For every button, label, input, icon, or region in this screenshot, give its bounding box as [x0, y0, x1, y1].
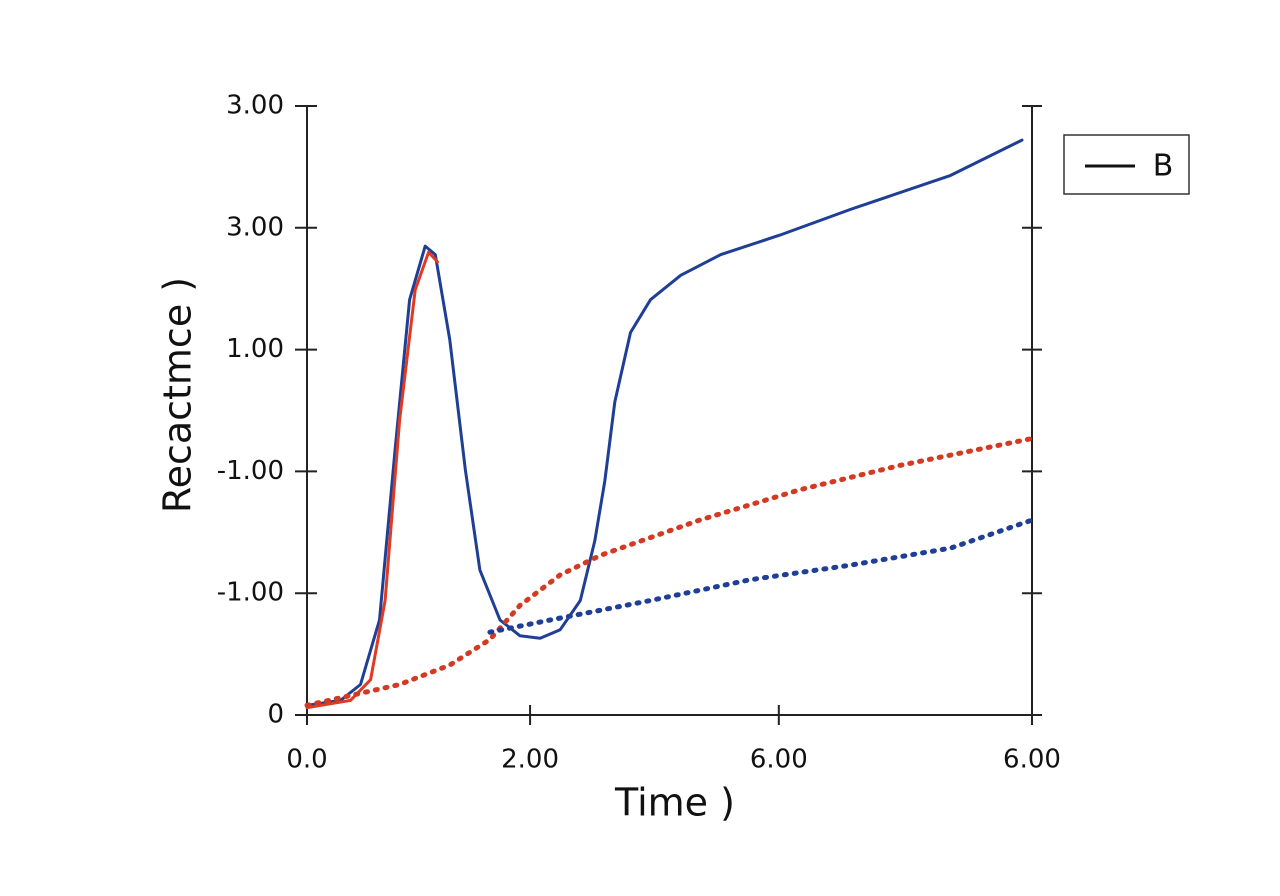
y-tick-label: 0: [267, 700, 284, 730]
legend-label: B: [1153, 149, 1174, 184]
y-axis-label: Recactmce ): [156, 277, 200, 513]
y-tick-label: -1.00: [217, 456, 284, 486]
x-axis-label: Time ): [614, 781, 735, 825]
data-line: [305, 250, 439, 710]
x-tick-label: 0.0: [286, 745, 327, 775]
x-tick-label: 6.00: [750, 745, 808, 775]
y-tick-label: 1.00: [226, 334, 284, 364]
y-tick-label: -1.00: [217, 578, 284, 608]
data-line: [305, 138, 1024, 707]
y-tick-label: 3.00: [226, 212, 284, 242]
y-tick-label: 3.00: [226, 91, 284, 121]
x-tick-label: 6.00: [1003, 745, 1061, 775]
x-tick-label: 2.00: [501, 745, 559, 775]
data-line: [487, 517, 1035, 635]
data-line: [304, 436, 1035, 708]
